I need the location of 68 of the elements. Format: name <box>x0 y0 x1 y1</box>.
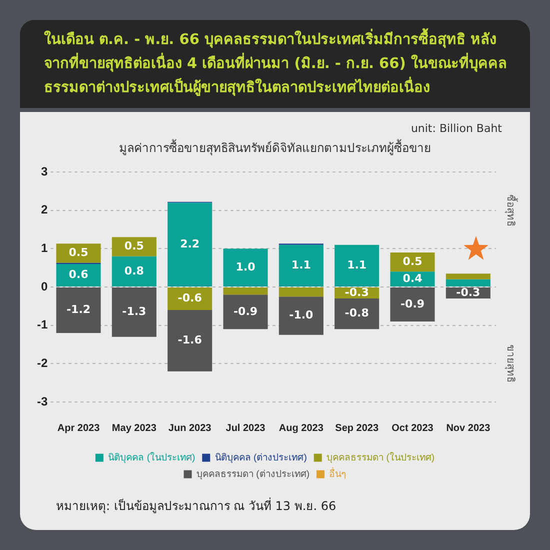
legend-label: บุคคลธรรมดา (ต่างประเทศ) <box>196 468 310 480</box>
x-tick-label: Jun 2023 <box>168 422 212 434</box>
text: unit: Billion Baht <box>410 122 502 135</box>
data-label: -1.2 <box>66 303 91 316</box>
bar <box>334 244 380 286</box>
data-label: 1.0 <box>236 260 256 274</box>
legend-label: บุคคลธรรมดา (ในประเทศ) <box>326 451 435 464</box>
bar <box>390 272 435 286</box>
data-label: -0.8 <box>344 306 369 320</box>
data-label: 0.4 <box>402 272 423 285</box>
bar <box>446 279 490 286</box>
y-tick-label: 2 <box>40 202 48 217</box>
data-label: 1.1 <box>291 258 311 272</box>
bar <box>56 244 101 263</box>
data-label: -1.0 <box>289 308 314 322</box>
data-label: -0.6 <box>178 292 202 305</box>
text: ขายสุทธิ <box>504 344 516 383</box>
y-tick-label: 3 <box>40 164 48 178</box>
data-label: -1.3 <box>122 305 146 318</box>
x-tick-label: Jul 2023 <box>226 422 266 434</box>
bar <box>334 298 380 330</box>
bar <box>112 288 156 337</box>
data-label: 0.5 <box>124 240 144 253</box>
x-tick-label: Apr 2023 <box>57 422 100 434</box>
bar <box>390 288 435 322</box>
bar <box>390 252 435 272</box>
data-label: 2.2 <box>180 237 200 250</box>
data-label: -0.3 <box>344 286 369 299</box>
bar <box>278 288 324 297</box>
text: ซื้อสุทธิ <box>504 194 518 226</box>
bar <box>56 288 101 333</box>
bar <box>278 244 324 286</box>
y-tick-label: 1 <box>40 240 48 255</box>
x-tick-label: Nov 2023 <box>446 422 491 434</box>
data-label: 0.8 <box>124 264 144 278</box>
legend-label: อื่นๆ <box>329 466 346 480</box>
y-tick-label: 0 <box>40 279 48 294</box>
y-tick-label: -3 <box>37 394 48 408</box>
bar <box>278 296 324 335</box>
chart-title: ในเดือน ต.ค. - พ.ย. 66 บุคคลธรรมดาในประเทศเริ่มมีการซื้อสุทธิ หลังจากที่ขายสุทธิต่อเนื่อง 4 เดือนที่ผ่านมา (มิ.ย. - ก.ย. 66) ในขณะที่บุคคลธรรมดาต่างประเทศเป็นผู้ขายสุทธิในตลาดประเทศไทยต่อเนื่อง <box>20 20 530 108</box>
data-label: -0.9 <box>233 304 258 318</box>
legend-label: นิติบุคคล (ในประเทศ) <box>108 451 196 464</box>
data-label: -0.3 <box>456 286 480 299</box>
data-label: 0.5 <box>402 254 422 268</box>
data-label: 0.6 <box>68 268 89 282</box>
bar <box>223 288 268 295</box>
x-tick-label: Sep 2023 <box>335 422 379 434</box>
bar <box>56 264 101 286</box>
y-tick-label: -1 <box>37 318 48 332</box>
bar <box>223 248 268 286</box>
bar <box>168 288 212 310</box>
x-tick-label: Aug 2023 <box>278 422 324 434</box>
bar <box>446 274 490 280</box>
x-tick-label: May 2023 <box>112 422 157 434</box>
y-tick-label: -2 <box>37 356 48 370</box>
data-label: 0.5 <box>68 246 88 260</box>
text: หมายเหตุ: เป็นข้อมูลประมาณการ ณ วันที่ 13 พ.ย. 66 <box>56 496 336 515</box>
bar <box>112 237 156 256</box>
bar <box>168 202 212 286</box>
legend-label: นิติบุคคล (ต่างประเทศ) <box>214 452 307 464</box>
bar <box>168 310 212 372</box>
bar <box>112 256 156 286</box>
chart-subtitle: มูลค่าการซื้อขายสุทธิสินทรัพย์ดิจิทัลแยกตามประเภทผู้ซื้อขาย <box>118 138 432 157</box>
bar <box>223 294 268 330</box>
x-tick-label: Oct 2023 <box>392 422 434 434</box>
data-label: -0.9 <box>400 297 425 310</box>
data-label: 1.1 <box>347 258 367 272</box>
data-label: -1.6 <box>178 334 202 347</box>
